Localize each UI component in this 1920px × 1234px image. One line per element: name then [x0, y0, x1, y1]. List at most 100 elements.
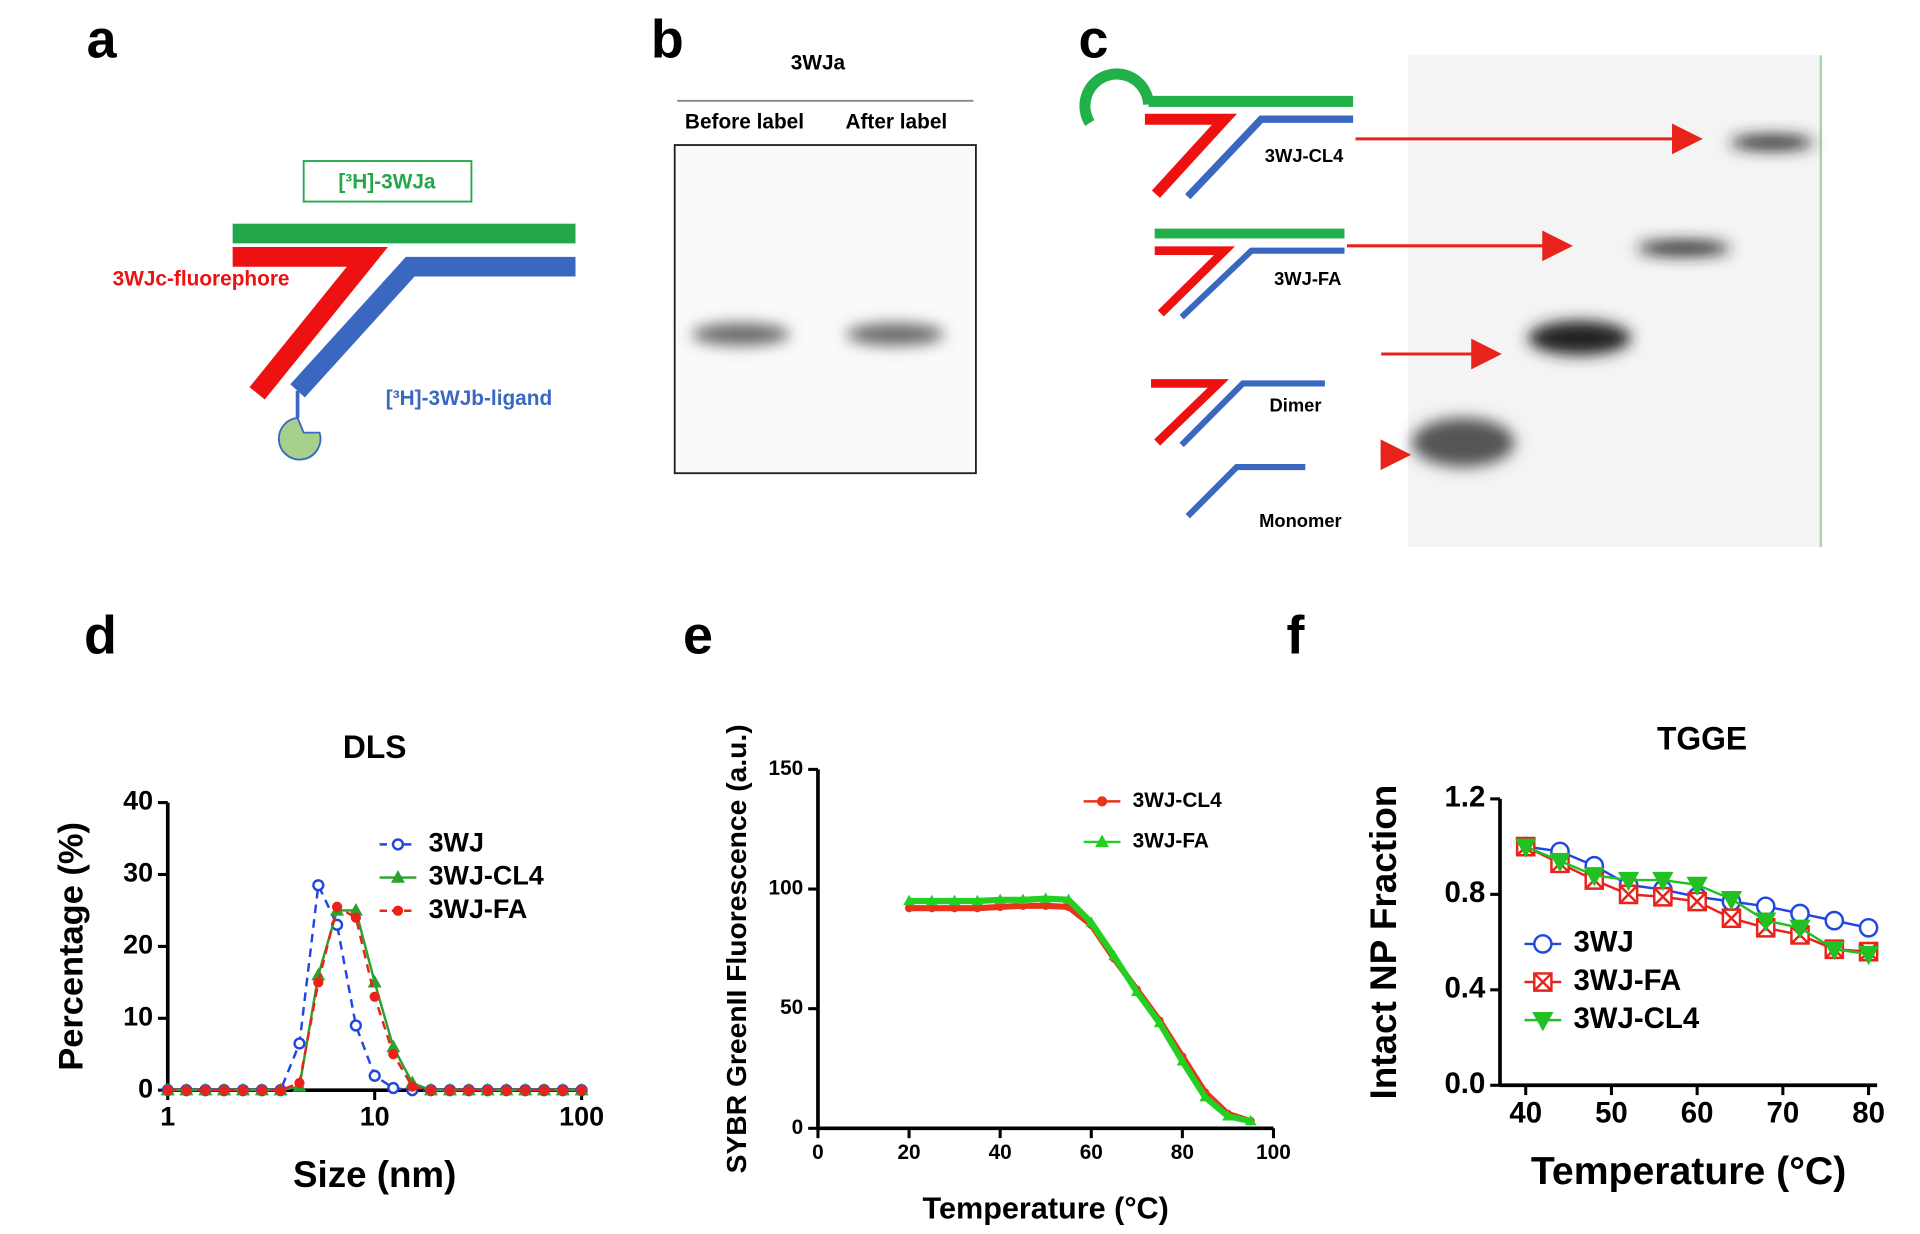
x-tick-label: 60 — [1080, 1141, 1103, 1164]
marker — [388, 1049, 399, 1060]
panel-label: f — [1287, 605, 1306, 665]
ligand — [277, 416, 322, 461]
x-tick-label: 0 — [812, 1141, 824, 1164]
legend-label: 3WJ — [1573, 926, 1633, 959]
construct-label: 3WJ-FA — [1274, 268, 1341, 289]
marker — [331, 901, 343, 913]
construct-label: Monomer — [1259, 510, 1342, 531]
x-tick-label: 40 — [1509, 1097, 1542, 1130]
lane-label: After label — [845, 110, 947, 133]
strand — [232, 247, 388, 400]
marker — [1687, 891, 1707, 912]
lane-label: Before label — [685, 110, 804, 133]
marker — [1790, 903, 1810, 924]
gel-band — [1411, 417, 1515, 468]
x-tick-label: 50 — [1595, 1097, 1628, 1130]
panel-c: c 3WJ-CL4 3WJ-FA Dimer Monomer — [1078, 9, 1823, 547]
legend-marker — [1533, 972, 1553, 992]
strand — [1154, 246, 1235, 317]
marker — [463, 1085, 474, 1096]
series-line — [909, 895, 1252, 1125]
marker — [971, 894, 984, 906]
marker — [407, 1081, 418, 1092]
marker — [237, 1085, 249, 1096]
x-tick-label: 20 — [897, 1141, 920, 1164]
marker — [349, 1019, 362, 1032]
marker — [200, 1085, 211, 1096]
gel-title: 3WJa — [791, 51, 846, 74]
legend-marker — [1533, 934, 1553, 954]
x-tick-label: 70 — [1767, 1097, 1800, 1130]
y-tick-label: 50 — [780, 996, 803, 1019]
y-tick-label: 0.8 — [1444, 876, 1485, 909]
marker — [927, 903, 936, 913]
panel-a: a [³H]-3WJa 3WJc-fluorephore [³H]-3WJb-l… — [87, 9, 576, 461]
marker — [1823, 941, 1845, 961]
gel-band — [1637, 240, 1731, 256]
chart: d DLS 0 10 20 30 40 1 10 100 Percentage (%) Size (n… — [53, 605, 605, 1195]
marker — [1222, 1110, 1234, 1121]
legend-marker — [392, 905, 404, 916]
marker — [482, 1085, 493, 1096]
marker — [973, 903, 982, 913]
legend-label: 3WJ-CL4 — [1133, 789, 1222, 812]
x-tick-label: 40 — [989, 1141, 1012, 1164]
legend-marker — [1532, 1012, 1554, 1032]
x-axis-label: Temperature (°C) — [923, 1192, 1169, 1226]
x-axis-label: Size (nm) — [293, 1154, 456, 1195]
panel-label: a — [87, 9, 118, 69]
strand — [1185, 463, 1306, 519]
strand — [1079, 68, 1155, 126]
strand-label: [³H]-3WJb-ligand — [386, 387, 552, 410]
panel-label: d — [84, 605, 117, 665]
strand-label: 3WJc-fluorephore — [113, 268, 290, 291]
marker — [368, 1069, 381, 1082]
x-tick-label: 80 — [1171, 1141, 1194, 1164]
marker — [425, 1085, 437, 1096]
marker — [1515, 838, 1537, 858]
marker — [1789, 919, 1811, 939]
marker — [1755, 896, 1776, 917]
legend-marker — [1095, 834, 1110, 848]
marker — [1039, 892, 1052, 903]
x-tick-label: 100 — [559, 1102, 604, 1132]
marker — [275, 1085, 286, 1096]
marker — [1244, 1114, 1257, 1126]
x-tick-label: 60 — [1681, 1097, 1714, 1130]
y-tick-label: 40 — [123, 786, 153, 816]
marker — [1085, 916, 1098, 927]
marker — [313, 977, 324, 988]
marker — [1824, 910, 1845, 931]
y-tick-label: 30 — [123, 858, 153, 888]
marker — [293, 1037, 306, 1050]
gel-band — [1730, 135, 1814, 150]
strand — [290, 256, 576, 398]
y-tick-label: 10 — [123, 1001, 153, 1031]
gel-band — [1528, 320, 1632, 356]
construct-label: 3WJ-CL4 — [1265, 145, 1344, 166]
marker — [1652, 871, 1674, 892]
panel-label: e — [683, 605, 713, 665]
marker — [1549, 852, 1571, 873]
panel-b: b 3WJa Before label After label — [651, 9, 977, 475]
legend-marker — [390, 870, 405, 883]
x-tick-label: 100 — [1256, 1141, 1291, 1164]
gel-band — [691, 323, 790, 346]
legend-marker — [1096, 796, 1108, 807]
legend-label: 3WJ-FA — [1573, 964, 1681, 997]
marker — [903, 894, 915, 906]
marker — [576, 1085, 587, 1096]
y-tick-label: 150 — [769, 757, 804, 780]
y-axis-label: Intact NP Fraction — [1363, 785, 1404, 1100]
legend-label: 3WJ-FA — [1133, 829, 1209, 852]
strand — [1148, 95, 1354, 107]
x-axis-label: Temperature (°C) — [1531, 1149, 1846, 1193]
marker — [1017, 893, 1029, 904]
y-axis-label: Percentage (%) — [53, 822, 91, 1071]
marker — [387, 1081, 400, 1095]
x-tick-label: 1 — [160, 1102, 175, 1132]
strand — [1179, 247, 1345, 320]
x-tick-label: 80 — [1852, 1097, 1885, 1130]
marker — [1153, 1016, 1166, 1028]
